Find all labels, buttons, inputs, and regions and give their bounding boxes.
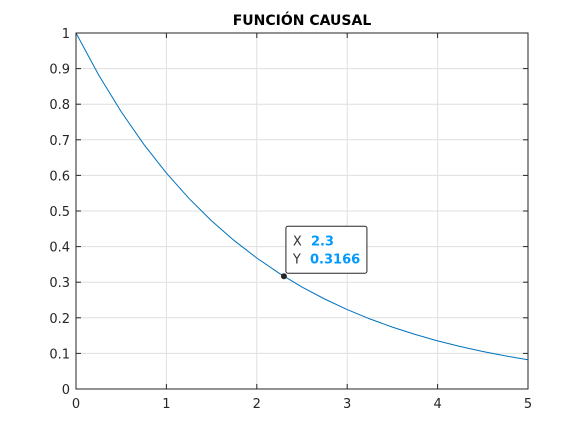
tick-labels: 0 1 2 3 4 5 0 0.1 0.2 0.3 0.4 0.5 0.6 0.7 0.8 0.9 1 bbox=[49, 27, 532, 412]
ticks bbox=[75, 32, 529, 390]
x-tick-label: 5 bbox=[524, 397, 532, 412]
series-line bbox=[75, 32, 529, 361]
y-tick-label: 0.1 bbox=[49, 347, 70, 362]
y-tick-label: 0.2 bbox=[49, 312, 70, 327]
x-tick-label: 3 bbox=[343, 397, 351, 412]
datatip-y-value: 0.3166 bbox=[310, 252, 360, 267]
datatip-x-label: X bbox=[293, 234, 302, 249]
y-tick-label: 0.5 bbox=[49, 205, 70, 220]
datatip-box bbox=[285, 225, 368, 274]
datatip-marker[interactable] bbox=[280, 273, 287, 280]
y-tick-label: 0.9 bbox=[49, 63, 70, 78]
chart-title: FUNCIÓN CAUSAL bbox=[233, 11, 372, 29]
y-tick-label: 1 bbox=[62, 27, 70, 42]
x-tick-label: 1 bbox=[162, 397, 170, 412]
y-tick-label: 0 bbox=[62, 383, 70, 398]
y-tick-label: 0.6 bbox=[49, 169, 70, 184]
datatip-x-value: 2.3 bbox=[311, 234, 334, 249]
series-layer bbox=[75, 32, 529, 361]
datatip-y-label: Y bbox=[292, 252, 301, 267]
y-tick-label: 0.4 bbox=[49, 241, 70, 256]
x-tick-label: 2 bbox=[253, 397, 261, 412]
datatip[interactable]: X 2.3 Y 0.3166 bbox=[280, 225, 368, 280]
y-tick-label: 0.7 bbox=[49, 134, 70, 149]
x-tick-label: 0 bbox=[72, 397, 80, 412]
datatip-x-row: X 2.3 bbox=[293, 234, 334, 249]
datatip-y-row: Y 0.3166 bbox=[292, 252, 360, 267]
y-tick-label: 0.3 bbox=[49, 276, 70, 291]
x-tick-label: 4 bbox=[433, 397, 441, 412]
y-tick-label: 0.8 bbox=[49, 98, 70, 113]
